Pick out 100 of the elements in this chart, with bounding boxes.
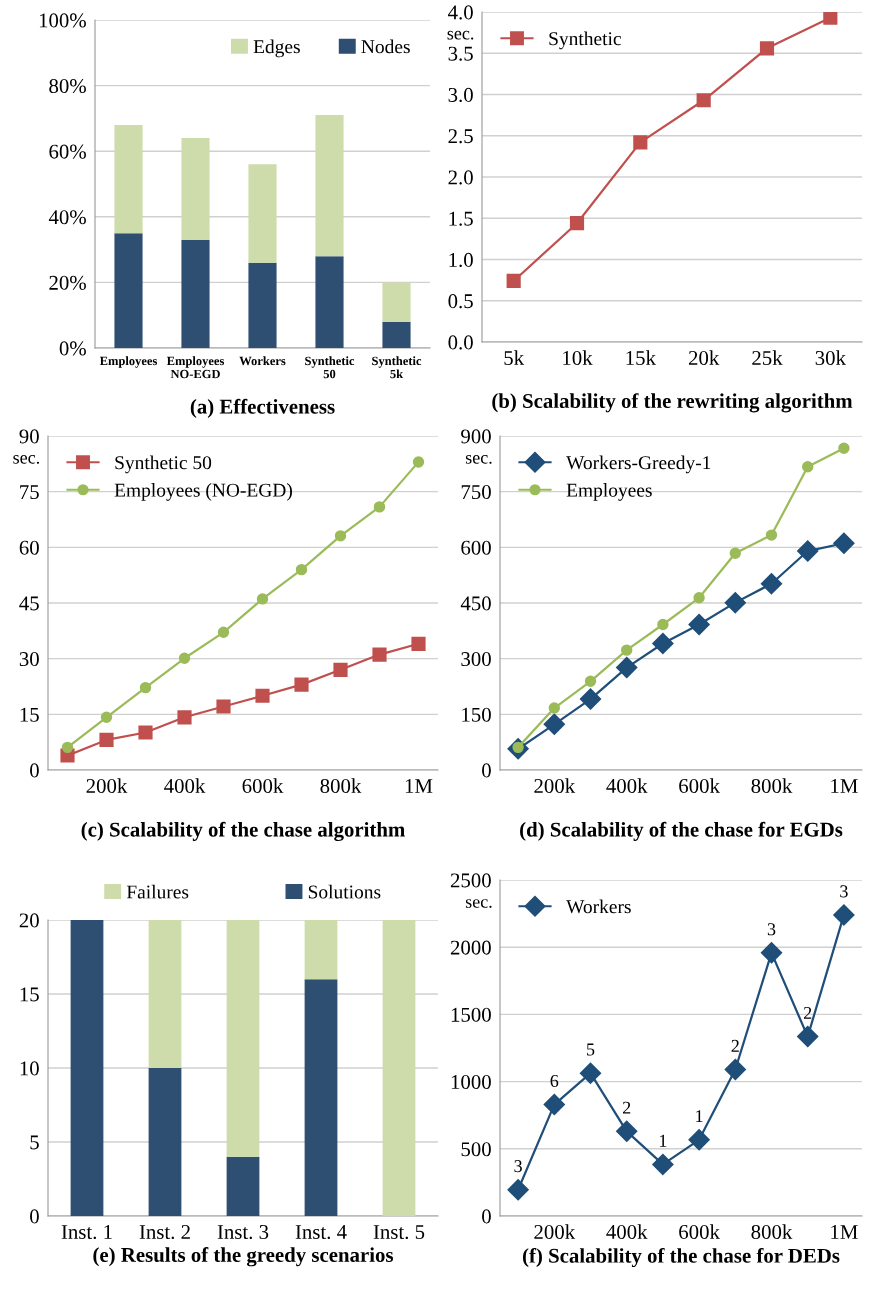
y-tick-label: 300 bbox=[461, 652, 491, 667]
x-tick-label: 20k bbox=[688, 350, 720, 365]
y-axis-title: sec. bbox=[447, 30, 474, 40]
x-tick-label: 800k bbox=[320, 778, 362, 793]
y-axis-title: sec. bbox=[13, 455, 40, 464]
y-tick-label: 15 bbox=[20, 987, 39, 1002]
text: (a) Effectiveness bbox=[190, 398, 335, 418]
y-tick-label: 100% bbox=[39, 13, 86, 28]
legend-label: Synthetic bbox=[549, 31, 621, 50]
annotation: 5 bbox=[587, 1043, 595, 1056]
x-tick-label: Inst. 2 bbox=[139, 1224, 190, 1240]
x-tick-label: Inst. 4 bbox=[295, 1225, 347, 1240]
x-tick-label: 5k bbox=[504, 350, 525, 365]
y-tick-label: 900 bbox=[461, 429, 491, 444]
y-tick-label: 2500 bbox=[450, 873, 491, 888]
x-tick-label: 200k bbox=[534, 1224, 576, 1239]
annotation: 1 bbox=[696, 1110, 703, 1123]
x-tick-label: 400k bbox=[606, 778, 648, 793]
x-tick-label: 15k bbox=[626, 350, 656, 365]
x-tick-label: 1M bbox=[405, 779, 433, 793]
annotation: 2 bbox=[803, 1006, 812, 1019]
y-tick-label: 60 bbox=[19, 540, 39, 555]
x-tick-label: Employees bbox=[99, 356, 158, 368]
annotation: 6 bbox=[550, 1074, 559, 1088]
text: (f) Scalability of the chase for DEDs bbox=[522, 1247, 840, 1268]
x-tick-label: Employees NO-EGD bbox=[166, 356, 225, 379]
legend-label: Solutions bbox=[308, 884, 381, 899]
y-tick-label: 20 bbox=[19, 913, 39, 928]
annotation: 1 bbox=[659, 1134, 667, 1147]
text: (d) Scalability of the chase for EGDs bbox=[520, 821, 843, 841]
y-tick-label: 1.0 bbox=[449, 252, 473, 268]
x-tick-label: 1M bbox=[831, 779, 858, 793]
x-tick-label: 200k bbox=[86, 778, 128, 793]
x-tick-label: 25k bbox=[752, 350, 783, 365]
x-tick-label: Synthetic 5k bbox=[372, 356, 422, 379]
legend-label: Employees (NO-EGD) bbox=[114, 483, 292, 501]
x-tick-label: Synthetic 50 bbox=[305, 356, 355, 379]
annotation: 3 bbox=[767, 923, 776, 936]
annotation: 3 bbox=[840, 885, 848, 898]
legend-label: Failures bbox=[126, 884, 189, 899]
legend-label: Employees bbox=[566, 483, 652, 501]
x-tick-label: Inst. 1 bbox=[61, 1225, 112, 1240]
x-tick-label: 800k bbox=[751, 1224, 793, 1239]
x-tick-label: Inst. 3 bbox=[217, 1224, 269, 1240]
legend-label: Edges bbox=[253, 39, 300, 58]
y-tick-label: 0 bbox=[482, 763, 491, 778]
y-tick-label: 3.0 bbox=[448, 87, 473, 103]
y-tick-label: 60% bbox=[49, 144, 86, 159]
y-tick-label: 10 bbox=[20, 1061, 39, 1076]
text: (c) Scalability of the chase algorithm bbox=[81, 821, 405, 842]
y-tick-label: 15 bbox=[20, 707, 39, 722]
legend-label: Workers-Greedy-1 bbox=[566, 455, 711, 474]
x-tick-label: 10k bbox=[563, 350, 593, 365]
y-tick-label: 80% bbox=[49, 78, 86, 94]
x-tick-label: 200k bbox=[534, 778, 576, 793]
x-tick-label: Inst. 5 bbox=[373, 1225, 425, 1240]
text: (e) Results of the greedy scenarios bbox=[93, 1247, 394, 1267]
y-tick-label: 0 bbox=[30, 763, 39, 778]
annotation: 2 bbox=[622, 1101, 631, 1114]
y-tick-label: 1000 bbox=[451, 1074, 491, 1090]
x-tick-label: 400k bbox=[606, 1224, 648, 1239]
y-tick-label: 1.5 bbox=[449, 211, 473, 226]
legend-label: Synthetic 50 bbox=[115, 455, 212, 474]
y-tick-label: 600 bbox=[461, 540, 491, 555]
y-axis-title: sec. bbox=[465, 455, 492, 464]
y-tick-label: 0.0 bbox=[448, 335, 473, 350]
legend-label: Nodes bbox=[361, 39, 410, 54]
x-tick-label: 30k bbox=[815, 350, 846, 365]
y-tick-label: 0% bbox=[59, 341, 86, 356]
annotation: 3 bbox=[514, 1160, 522, 1173]
y-tick-label: 2.0 bbox=[448, 170, 473, 185]
x-tick-label: 600k bbox=[679, 1224, 720, 1239]
x-tick-label: Workers bbox=[239, 356, 286, 366]
y-tick-label: 5 bbox=[30, 1135, 39, 1150]
y-tick-label: 0 bbox=[30, 1209, 39, 1224]
y-tick-label: 750 bbox=[461, 485, 491, 500]
y-tick-label: 450 bbox=[460, 596, 491, 611]
y-tick-label: 20% bbox=[49, 275, 86, 290]
y-tick-label: 150 bbox=[462, 707, 491, 722]
y-tick-label: 40% bbox=[48, 210, 86, 225]
y-tick-label: 500 bbox=[461, 1142, 491, 1157]
y-tick-label: 45 bbox=[19, 596, 39, 611]
y-tick-label: 2.5 bbox=[448, 129, 473, 144]
text: (b) Scalability of the rewriting algorithm bbox=[492, 393, 853, 413]
x-tick-label: 1M bbox=[831, 1225, 858, 1239]
y-tick-label: 0.5 bbox=[448, 294, 473, 309]
y-tick-label: 90 bbox=[19, 429, 39, 444]
annotation: 2 bbox=[731, 1039, 739, 1052]
x-tick-label: 600k bbox=[679, 778, 720, 793]
y-tick-label: 3.5 bbox=[448, 46, 473, 61]
y-tick-label: 4.0 bbox=[448, 5, 473, 20]
y-tick-label: 75 bbox=[20, 485, 39, 500]
y-tick-label: 1500 bbox=[451, 1007, 491, 1022]
x-tick-label: 400k bbox=[164, 778, 206, 793]
y-axis-title: sec. bbox=[465, 899, 492, 908]
y-tick-label: 30 bbox=[19, 652, 39, 667]
legend-label: Workers bbox=[566, 899, 631, 914]
y-tick-label: 2000 bbox=[450, 940, 491, 955]
x-tick-label: 800k bbox=[751, 778, 793, 793]
y-tick-label: 0 bbox=[482, 1209, 491, 1224]
